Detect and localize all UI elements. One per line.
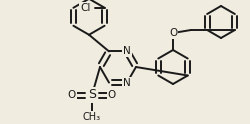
Text: O: O [68,90,76,100]
Text: CH₃: CH₃ [83,112,101,122]
Text: N: N [123,78,131,88]
Text: N: N [123,46,131,56]
Text: O: O [169,28,177,38]
Text: S: S [88,89,96,102]
Text: Cl: Cl [80,3,90,13]
Text: O: O [108,90,116,100]
